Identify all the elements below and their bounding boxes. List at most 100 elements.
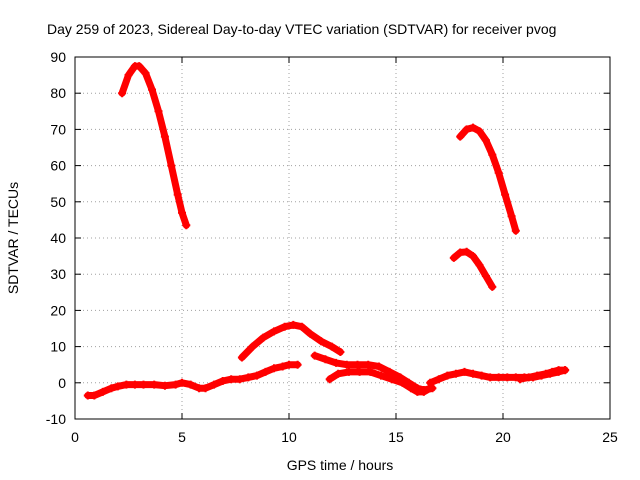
data-point	[244, 373, 253, 382]
data-point	[182, 221, 191, 230]
data-point	[377, 371, 385, 380]
data-point	[501, 190, 510, 199]
data-point	[270, 364, 278, 373]
data-point	[355, 367, 364, 376]
data-point	[548, 367, 557, 376]
data-point	[374, 362, 383, 371]
data-point	[516, 375, 525, 384]
data-point	[364, 360, 373, 369]
data-point	[511, 226, 520, 235]
data-point	[160, 132, 169, 141]
y-tick-label: 70	[50, 121, 66, 137]
data-series	[83, 62, 570, 400]
data-point	[139, 380, 148, 389]
data-point	[130, 380, 139, 389]
data-point	[332, 358, 341, 367]
data-point	[407, 384, 415, 393]
series-arc-1-markers	[118, 62, 191, 230]
data-point	[150, 380, 159, 389]
y-tick-label: 20	[50, 302, 66, 318]
data-point	[186, 380, 195, 389]
data-point	[481, 272, 490, 280]
y-tick-label: 80	[50, 85, 66, 101]
data-point	[481, 136, 490, 145]
x-tick-label: 0	[71, 429, 79, 445]
x-tick-label: 10	[281, 429, 297, 445]
data-point	[469, 123, 477, 132]
y-axis-label: SDTVAR / TECUs	[5, 182, 21, 294]
data-point	[398, 378, 407, 387]
data-point	[426, 378, 435, 387]
grid	[75, 57, 610, 419]
data-point	[90, 391, 99, 400]
data-point	[334, 369, 343, 378]
data-point	[148, 85, 156, 94]
data-point	[488, 282, 497, 291]
data-point	[494, 168, 503, 177]
data-point	[141, 69, 150, 78]
data-point	[227, 375, 236, 384]
data-point	[118, 89, 127, 98]
series-arc-2	[456, 124, 520, 235]
data-point	[98, 387, 107, 396]
data-point	[477, 371, 486, 380]
data-point	[327, 342, 336, 351]
series-arc-4-markers	[237, 320, 345, 362]
chart-title: Day 259 of 2023, Sidereal Day-to-day VTE…	[47, 21, 556, 37]
data-point	[469, 369, 477, 378]
data-point	[107, 384, 116, 393]
data-point	[507, 212, 516, 221]
data-point	[261, 367, 270, 376]
data-point	[270, 327, 278, 336]
data-point	[460, 367, 469, 376]
data-point	[541, 369, 550, 378]
data-point	[160, 381, 169, 390]
data-point	[310, 351, 319, 360]
y-tick-label: 60	[50, 158, 66, 174]
data-point	[201, 384, 210, 393]
data-point	[336, 348, 345, 356]
data-point	[449, 253, 458, 262]
data-point	[462, 247, 471, 256]
data-point	[317, 337, 326, 346]
data-point	[278, 362, 287, 371]
data-point	[434, 375, 443, 384]
data-point	[488, 150, 497, 159]
y-tick-label: 50	[50, 194, 66, 210]
data-point	[173, 190, 182, 199]
y-tick-label: 0	[58, 375, 66, 391]
data-point	[366, 367, 375, 376]
x-axis-label: GPS time / hours	[287, 457, 394, 473]
data-point	[561, 366, 570, 375]
data-point	[419, 387, 428, 396]
data-point	[325, 375, 334, 384]
data-point	[124, 71, 133, 80]
data-point	[387, 375, 396, 384]
data-point	[451, 369, 460, 378]
data-point	[237, 353, 246, 362]
data-point	[353, 360, 362, 369]
x-tick-label: 15	[388, 429, 404, 445]
data-point	[280, 322, 289, 331]
data-point	[259, 333, 268, 342]
data-point	[344, 367, 353, 376]
data-point	[469, 252, 477, 261]
series-arc-4	[238, 321, 344, 361]
data-point	[385, 367, 394, 376]
axis-ticks: 0 5 10 15 20 25 -10 0 10 20 30 40 50 60 70 80 90	[46, 49, 618, 445]
y-tick-label: 90	[50, 49, 66, 65]
series-arc-9-markers	[516, 366, 570, 384]
data-point	[135, 62, 144, 71]
data-point	[475, 261, 484, 270]
y-tick-label: 30	[50, 266, 66, 282]
series-arc-5-markers	[83, 360, 302, 400]
data-point	[210, 380, 219, 389]
x-tick-label: 20	[495, 429, 511, 445]
data-point	[524, 373, 533, 382]
x-tick-label: 5	[178, 429, 186, 445]
y-tick-label: -10	[46, 411, 66, 427]
data-point	[178, 378, 186, 387]
data-point	[289, 320, 298, 329]
data-point	[293, 360, 302, 369]
